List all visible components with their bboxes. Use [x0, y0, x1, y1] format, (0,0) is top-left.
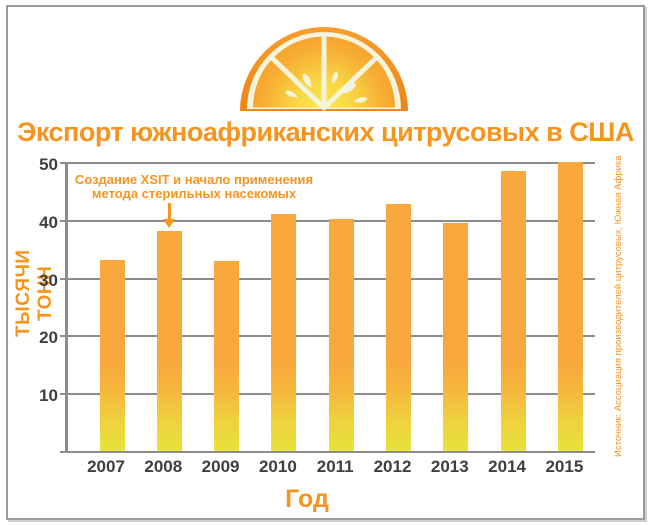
bar-2015 [557, 161, 583, 452]
y-tick-label: 40 [39, 212, 58, 232]
year-label: 2010 [258, 457, 297, 476]
year-label: 2012 [373, 457, 412, 476]
annotation-line-2: метода стерильных насекомых [91, 185, 297, 201]
plot-area: Создание XSIT и начало применения метода… [39, 155, 595, 476]
bar-2010 [271, 214, 297, 452]
annotation-arrowhead-icon [163, 219, 175, 228]
year-label: 2007 [87, 457, 125, 476]
year-label: 2013 [430, 457, 469, 476]
bar-2009 [214, 261, 240, 452]
gridline [60, 219, 595, 222]
bar-2013 [443, 223, 469, 452]
gridline [60, 335, 595, 338]
annotation-arrow-icon [168, 203, 171, 220]
bar-2014 [500, 170, 526, 452]
source-note: Источник: Ассоциация производителей цитр… [613, 155, 624, 457]
year-label: 2011 [316, 457, 354, 476]
bar-2012 [386, 204, 411, 452]
y-tick-label: 30 [39, 270, 58, 290]
annotation: Создание XSIT и начало применения метода… [75, 173, 313, 200]
gridline [60, 162, 595, 164]
bar-2007 [99, 260, 125, 452]
x-axis-title: Год [285, 485, 329, 513]
annotation-line-1: Создание XSIT и начало применения [74, 172, 314, 187]
bar-2011 [328, 219, 354, 452]
year-label: 2014 [488, 457, 526, 476]
x-axis-line [60, 451, 595, 453]
year-label: 2015 [545, 457, 584, 476]
y-tick-label: 20 [39, 328, 58, 348]
gridline [60, 277, 595, 280]
year-label: 2008 [144, 457, 183, 476]
y-tick-label: 50 [39, 155, 58, 174]
year-label: 2009 [201, 457, 240, 476]
gridline [60, 393, 595, 396]
y-tick-label: 10 [39, 386, 58, 406]
chart-title: Экспорт южноафриканских цитрусовых в США [17, 117, 634, 147]
bar-2008 [156, 230, 182, 452]
y-axis-line [65, 163, 68, 453]
orange-slice-icon [237, 21, 411, 114]
